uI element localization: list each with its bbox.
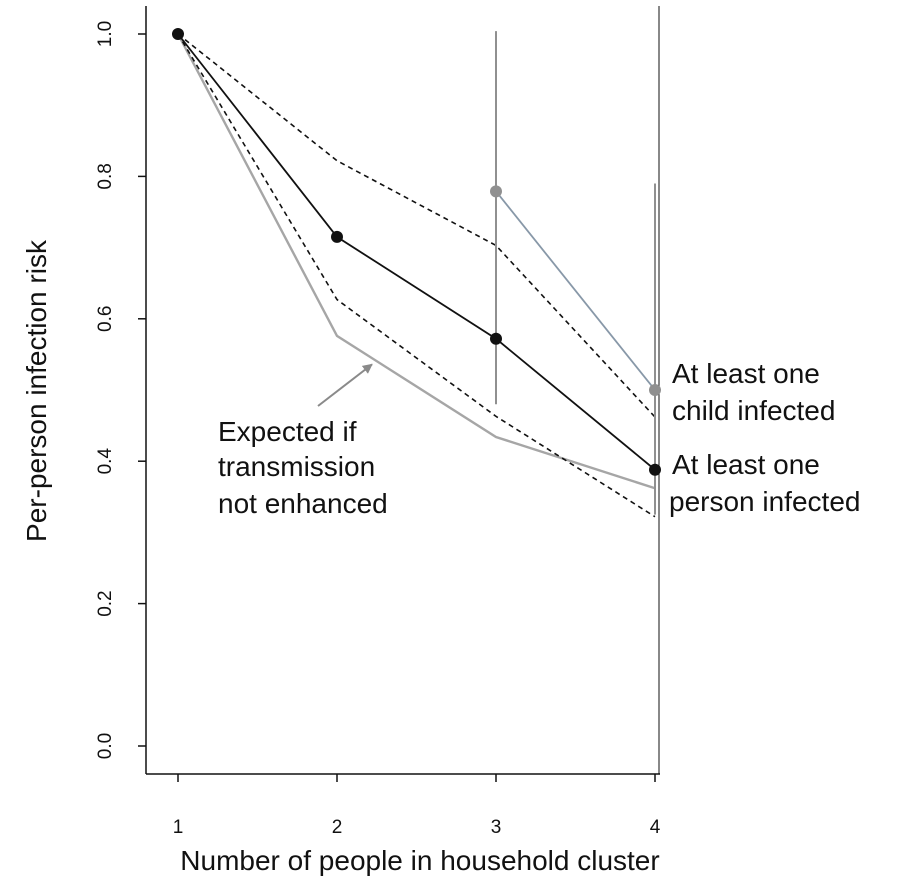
- person-label-line-1: At least one: [672, 449, 820, 480]
- child-line: [495, 190, 656, 391]
- series-expected: [176, 33, 656, 490]
- child-point-0: [490, 185, 502, 198]
- child-point-1: [649, 384, 661, 396]
- person-point-3: [649, 463, 661, 476]
- child-label-line-1: At least one: [672, 358, 820, 389]
- person-point-2: [490, 332, 502, 345]
- y-ticks: 0.0 0.2 0.4 0.6 0.8 1.0: [95, 21, 146, 759]
- expected-label-line-2: transmission: [218, 451, 375, 482]
- y-tick-label-2: 0.4: [95, 448, 116, 475]
- y-tick-label-4: 0.8: [95, 163, 116, 189]
- expected-label-line-1: Expected if: [218, 416, 357, 447]
- x-axis-title: Number of people in household cluster: [180, 845, 659, 876]
- series-person: [172, 28, 661, 476]
- x-tick-label-1: 2: [332, 817, 343, 838]
- x-tick-label-0: 1: [173, 817, 184, 838]
- person-line: [177, 33, 656, 471]
- expected-line: [176, 33, 656, 490]
- upper_ci-line: [177, 33, 656, 418]
- x-tick-label-2: 3: [491, 817, 502, 838]
- series-layer: [172, 28, 661, 518]
- person-label-line-2: person infected: [669, 486, 860, 517]
- annotation-child: At least one child infected: [672, 358, 835, 426]
- y-tick-label-1: 0.2: [95, 590, 116, 616]
- lower_ci-line: [177, 33, 656, 518]
- y-tick-label-0: 0.0: [95, 733, 116, 759]
- series-lower_ci: [177, 33, 656, 518]
- child-label-line-2: child infected: [672, 395, 835, 426]
- y-tick-label-3: 0.6: [95, 306, 116, 332]
- y-axis-title: Per-person infection risk: [21, 239, 52, 542]
- annotation-person: At least one person infected: [669, 449, 860, 517]
- person-point-0: [172, 28, 184, 40]
- annotation-expected: Expected if transmission not enhanced: [218, 363, 388, 519]
- person-point-1: [331, 230, 343, 243]
- series-upper_ci: [177, 33, 656, 418]
- expected-arrow: [317, 363, 373, 407]
- y-tick-label-5: 1.0: [95, 21, 116, 47]
- x-ticks: 1 2 3 4: [173, 774, 661, 838]
- x-tick-label-3: 4: [650, 817, 661, 838]
- expected-label-line-3: not enhanced: [218, 488, 388, 519]
